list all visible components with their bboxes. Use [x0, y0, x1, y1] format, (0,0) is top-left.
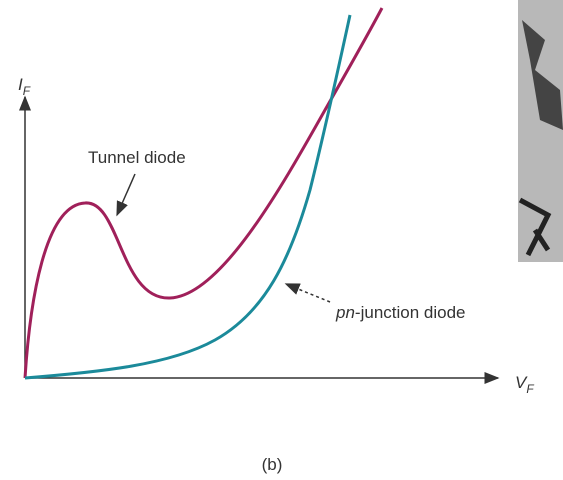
- pn-rest: -junction diode: [355, 303, 466, 322]
- caption: (b): [262, 455, 283, 474]
- pn-curve: [24, 14, 352, 380]
- tunnel-label: Tunnel diode: [88, 148, 186, 167]
- x-subscript: F: [526, 382, 534, 396]
- tunnel-arrow: [116, 173, 136, 217]
- pn-label: pn-junction diode: [335, 303, 466, 322]
- photo-fragment: [518, 0, 563, 262]
- y-symbol: I: [18, 75, 23, 94]
- x-axis-label: VF: [515, 373, 534, 396]
- x-symbol: V: [515, 373, 528, 392]
- pn-arrow: [284, 283, 331, 303]
- tunnel-curve: [23, 7, 384, 379]
- pn-italic: pn: [335, 303, 355, 322]
- y-axis-label: IF: [18, 75, 31, 98]
- y-subscript: F: [23, 84, 31, 98]
